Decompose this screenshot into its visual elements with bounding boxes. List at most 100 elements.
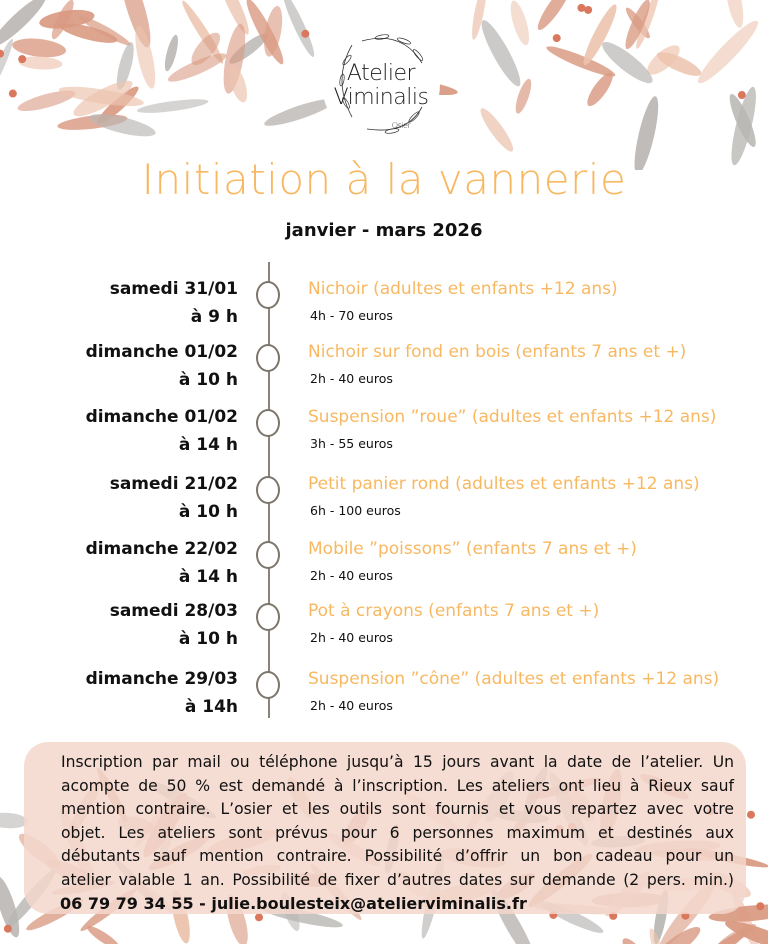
leaf-shape <box>583 4 617 66</box>
berry-shape <box>584 5 593 14</box>
leaf-shape <box>636 0 660 49</box>
timeline-node <box>256 671 280 699</box>
leaf-shape <box>264 98 336 126</box>
leaf-shape <box>164 34 178 72</box>
leaf-shape <box>191 32 221 66</box>
berry-shape <box>577 3 586 12</box>
workshop-row: samedi 21/02 à 10 h Petit panier rond (a… <box>0 474 768 550</box>
leaf-shape <box>480 108 514 152</box>
timeline-node <box>256 409 280 437</box>
leaf-shape <box>625 0 650 50</box>
logo-text-atelier: Atelier <box>346 61 416 86</box>
workshop-name: Suspension ”cône” (adultes et enfants +1… <box>308 669 720 689</box>
berry-shape <box>746 810 755 819</box>
timeline-node <box>256 603 280 631</box>
wreath-icon <box>339 34 424 134</box>
leaf-shape <box>246 0 284 65</box>
berry-shape <box>301 29 310 38</box>
workshop-date: samedi 31/01 <box>109 279 238 299</box>
workshop-row: samedi 31/01 à 9 h Nichoir (adultes et e… <box>0 279 768 355</box>
berry-shape <box>8 89 17 98</box>
page-title: Initiation à la vannerie <box>141 155 627 204</box>
workshop-name: Pot à crayons (enfants 7 ans et +) <box>308 601 600 621</box>
leaf-shape <box>587 72 613 107</box>
workshop-date: dimanche 01/02 <box>85 342 238 362</box>
workshop-date: samedi 21/02 <box>109 474 238 494</box>
workshop-date: dimanche 29/03 <box>85 669 238 689</box>
leaf-shape <box>546 46 616 77</box>
workshop-time: à 9 h <box>190 307 238 327</box>
workshop-name: Mobile ”poissons” (enfants 7 ans et +) <box>308 539 637 559</box>
berry-shape <box>254 913 263 922</box>
leaf-shape <box>698 20 759 84</box>
leaf-shape <box>78 15 131 46</box>
workshop-name: Nichoir sur fond en bois (enfants 7 ans … <box>308 342 687 362</box>
logo-text-viminalis: Viminalis <box>333 85 429 110</box>
workshop-date: samedi 28/03 <box>109 601 238 621</box>
workshop-duration-price: 3h - 55 euros <box>310 436 393 451</box>
workshop-name: Nichoir (adultes et enfants +12 ans) <box>308 279 618 299</box>
leaf-shape <box>17 90 76 112</box>
workshop-row: samedi 28/03 à 10 h Pot à crayons (enfan… <box>0 601 768 677</box>
leaf-shape <box>51 0 74 40</box>
leaf-shape <box>58 86 144 107</box>
leaf-shape <box>218 0 249 35</box>
workshop-row: dimanche 29/03 à 14h Suspension ”cône” (… <box>0 669 768 745</box>
workshop-name: Petit panier rond (adultes et enfants +1… <box>308 474 700 494</box>
logo: Atelier Viminalis Osier <box>322 25 440 143</box>
leaf-shape <box>647 45 680 75</box>
leaf-shape <box>716 923 757 944</box>
berry-shape <box>737 91 746 100</box>
workshop-duration-price: 4h - 70 euros <box>310 308 393 323</box>
workshop-time: à 14h <box>184 697 238 717</box>
info-line: objet. Les ateliers sont prévus pour 6 p… <box>61 823 734 842</box>
leaf-shape <box>472 0 487 40</box>
leaf-shape <box>167 53 227 82</box>
leaf-shape <box>0 812 28 829</box>
info-line: mention contraire. L’osier et les outils… <box>61 800 734 818</box>
berry-shape <box>18 55 27 64</box>
workshop-row: dimanche 01/02 à 14 h Suspension ”roue” … <box>0 407 768 483</box>
timeline-node <box>256 541 280 569</box>
leaf-shape <box>0 0 46 47</box>
contact-info: 06 79 79 34 55 - julie.boulesteix@atelie… <box>60 894 527 913</box>
leaf-shape <box>510 0 530 46</box>
leaf-shape <box>729 93 756 148</box>
workshop-time: à 10 h <box>178 629 238 649</box>
leaf-shape <box>649 928 670 944</box>
leaf-shape <box>651 926 701 944</box>
logo-text-osier: Osier <box>391 121 411 130</box>
info-line: Inscription par mail ou téléphone jusqu’… <box>61 753 734 771</box>
period-subtitle: janvier - mars 2026 <box>285 220 483 241</box>
leaf-shape <box>622 938 650 944</box>
leaf-shape <box>60 23 118 43</box>
leaf-shape <box>228 64 248 103</box>
berry-shape <box>0 49 5 58</box>
workshop-time: à 10 h <box>178 370 238 390</box>
workshop-time: à 14 h <box>178 435 238 455</box>
info-line: acompte de 50 % est demandé à l’inscript… <box>61 776 734 795</box>
leaf-shape <box>12 38 67 58</box>
workshop-duration-price: 2h - 40 euros <box>310 698 393 713</box>
workshop-date: dimanche 01/02 <box>85 407 238 427</box>
info-box: Inscription par mail ou téléphone jusqu’… <box>24 742 746 914</box>
workshop-duration-price: 2h - 40 euros <box>310 568 393 583</box>
leaf-shape <box>283 0 315 57</box>
leaf-shape <box>537 0 571 31</box>
leaf-shape <box>725 0 744 28</box>
timeline-node <box>256 281 280 309</box>
berry-shape <box>3 924 12 933</box>
leaf-shape <box>135 25 156 89</box>
workshop-name: Suspension ”roue” (adultes et enfants +1… <box>308 407 717 427</box>
leaf-shape <box>87 926 120 944</box>
timeline-node <box>256 344 280 372</box>
workshop-duration-price: 2h - 40 euros <box>310 630 393 645</box>
info-line: débutants sauf mention contraire. Possib… <box>61 847 734 865</box>
leaf-shape <box>481 20 521 87</box>
leaf-shape <box>120 0 151 48</box>
workshop-time: à 14 h <box>178 567 238 587</box>
workshop-date: dimanche 22/02 <box>85 539 238 559</box>
berry-shape <box>552 34 561 43</box>
berry-shape <box>756 902 765 911</box>
leaf-shape <box>89 113 156 137</box>
